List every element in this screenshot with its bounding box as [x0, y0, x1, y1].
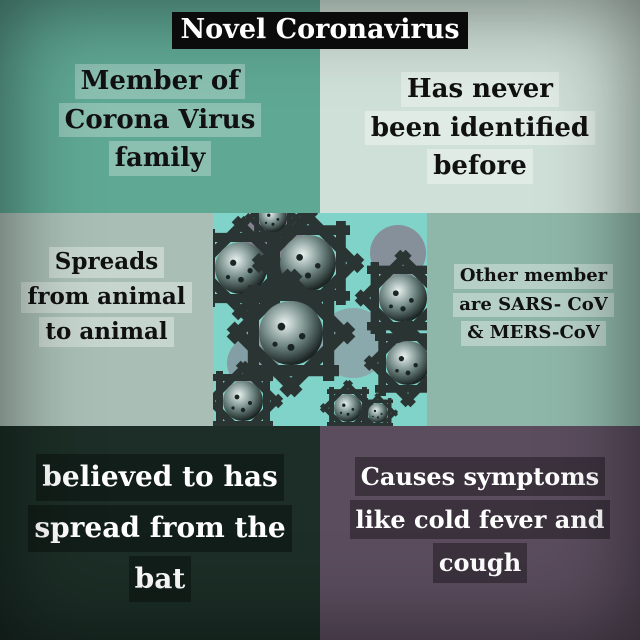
- mid-right-text: Other member are SARS- CoV & MERS-CoV: [427, 262, 640, 348]
- top-right-text: Has never been identified before: [330, 70, 630, 186]
- mid-left-line-2: from animal: [21, 281, 192, 313]
- mid-left-text: Spreads from animal to animal: [0, 245, 213, 349]
- page-title: Novel Coronavirus: [0, 12, 640, 49]
- bottom-left-panel: [0, 426, 320, 640]
- mid-left-panel: [0, 213, 213, 426]
- bottom-left-line-1: believed to has: [36, 454, 284, 501]
- bottom-right-line-3: cough: [432, 543, 528, 583]
- bottom-right-panel: [320, 426, 640, 640]
- top-left-text: Member of Corona Virus family: [20, 62, 300, 178]
- bottom-left-line-2: spread from the: [28, 504, 292, 552]
- top-left-line-3: family: [108, 141, 212, 176]
- top-right-line-1: Has never: [401, 72, 559, 107]
- bottom-right-line-2: like cold fever and: [349, 500, 611, 540]
- bottom-right-text: Causes symptoms like cold fever and coug…: [320, 455, 640, 585]
- mid-right-line-3: & MERS-CoV: [461, 321, 606, 346]
- bottom-left-line-3: bat: [128, 555, 192, 603]
- mid-left-line-1: Spreads: [48, 247, 165, 278]
- top-right-line-3: before: [427, 149, 533, 184]
- top-right-line-2: been identified: [364, 110, 596, 145]
- bottom-right-line-1: Causes symptoms: [354, 457, 606, 497]
- top-left-line-1: Member of: [74, 64, 246, 99]
- bottom-left-text: believed to has spread from the bat: [0, 452, 320, 604]
- mid-right-line-1: Other member: [453, 264, 614, 289]
- mid-right-panel: [427, 213, 640, 426]
- mid-left-line-3: to animal: [39, 316, 174, 348]
- mid-right-line-2: are SARS- CoV: [453, 292, 614, 317]
- virus-image: [213, 213, 427, 426]
- top-left-line-2: Corona Virus: [58, 102, 262, 137]
